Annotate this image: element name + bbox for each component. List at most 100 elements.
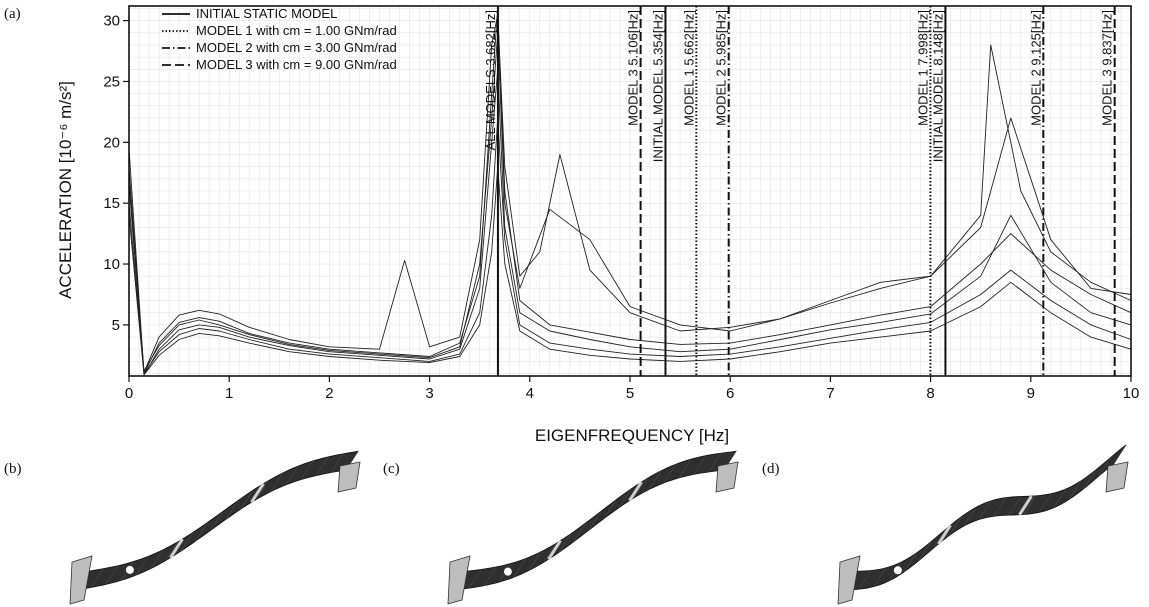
deck-mesh-line [270,472,284,492]
deck-mesh-line [663,464,677,484]
x-tick-label: 3 [425,385,433,402]
deck-abutment-right-b [337,461,361,493]
frequency-marker-label: MODEL 1 5.662[Hz] [681,10,696,126]
panel-label-b: (b) [4,461,22,477]
deck-mesh-line [1083,469,1097,489]
deck-mesh-line [195,521,209,541]
deck-pier-line [937,524,952,545]
frequency-marker-label: MODEL 2 5.985[Hz] [714,10,729,126]
x-tick-label: 0 [125,385,133,402]
sensor-marker-b [125,565,134,574]
deck-pier-line [547,539,562,561]
deck-surface-d [843,444,1127,591]
y-tick-label: 30 [103,13,120,30]
y-tick-label: 5 [112,317,120,334]
deck-mesh-line [558,533,572,553]
y-tick-label: 25 [103,73,120,90]
deck-mesh-line [483,566,497,586]
frequency-marker-label: ALL MODELS 3.682[Hz] [483,10,498,150]
series-line-6 [128,166,1132,376]
y-tick-label: 20 [103,134,120,151]
deck-abutment-left-b [69,555,93,605]
deck-abutment-right-c [715,461,739,493]
panel-label-a: (a) [4,6,21,22]
deck-mesh-line [603,499,617,519]
deck-mesh-line [285,466,299,485]
x-tick-label: 7 [826,385,834,402]
deck-pier-line [169,538,184,559]
x-tick-label: 1 [225,385,233,402]
deck-pier-line [628,481,643,502]
deck-mesh-line [903,553,917,573]
deck-mesh-line [918,541,932,561]
x-tick-label: 4 [526,385,534,402]
deck-abutment-left-d [837,555,861,605]
x-tick-label: 5 [626,385,634,402]
deck-mesh-line [165,541,179,561]
deck-mesh-line [858,570,872,590]
frequency-marker-label: MODEL 2 9.125[Hz] [1028,10,1043,126]
panel-label-c: (c) [383,461,400,477]
deck-mesh-line [180,532,194,552]
deck-mesh-line [573,522,587,542]
legend-entry: MODEL 3 with cm = 9.00 GNm/rad [196,57,397,72]
deck-mesh-line [135,556,149,576]
deck-mesh-line [588,511,602,531]
deck-mesh-line [948,516,962,536]
deck-mesh-line [963,507,977,527]
deck-mesh-line [1098,457,1112,477]
deck-mesh-line [468,569,482,589]
deck-abutment-right-d [1105,461,1129,493]
deck-mesh-line [1023,495,1037,515]
deck-mesh-line [978,500,992,520]
deck-mesh-line [225,500,239,520]
frequency-marker-label: MODEL 3 5.106[Hz] [626,10,641,126]
deck-mesh-line [933,528,947,548]
x-tick-label: 9 [1027,385,1035,402]
x-tick-label: 10 [1123,385,1140,402]
deck-mesh-line [255,480,269,500]
sensor-marker-c [503,567,512,576]
x-tick-label: 8 [926,385,934,402]
panel-label-d: (d) [762,461,780,477]
deck-mesh-line [1068,480,1082,500]
deformed-shapes: (b) (c) (d) [4,444,1129,605]
series-line-2 [128,68,1132,376]
deck-mesh-line [105,565,119,585]
deck-mesh-line [300,460,314,480]
deck-mesh-line [210,511,224,531]
deck-mesh-line [1113,444,1127,464]
deck-mesh-line [648,470,662,490]
chart-plot-area: ALL MODELS 3.682[Hz] MODEL 3 5.106[Hz] INI… [103,5,1140,402]
legend-entry: MODEL 2 with cm = 3.00 GNm/rad [196,40,397,55]
x-tick-label: 2 [325,385,333,402]
deck-mesh-line [513,558,527,578]
deck-mesh-line [543,543,557,563]
deck-mesh-line [90,568,104,588]
x-tick-label: 6 [726,385,734,402]
deck-mesh-line [240,490,254,510]
y-tick-label: 15 [103,195,120,212]
legend-entry: MODEL 1 with cm = 1.00 GNm/rad [196,23,397,38]
deck-mesh-line [150,549,164,569]
deck-mesh-line [528,551,542,571]
deck-mesh-line [633,479,647,499]
legend-entry: INITIAL STATIC MODEL [196,6,337,21]
deck-abutment-left-c [447,555,471,605]
frequency-marker-label: INITIAL MODEL 5.354[Hz] [650,10,665,162]
series-line-1 [128,7,1132,375]
frequency-marker-label: MODEL 1 7.998[Hz] [915,10,930,126]
deck-mesh-line [1008,496,1022,516]
frequency-marker-label: INITIAL MODEL 8.148[Hz] [930,10,945,162]
frequency-marker-label: MODEL 3 9.837[Hz] [1100,10,1115,126]
deck-mesh-line [993,497,1007,517]
deck-pier-line [1018,495,1033,516]
sensor-marker-d [893,566,902,575]
series-line-3 [128,14,1132,373]
deck-mesh-line [693,455,707,475]
deck-mesh-line [315,456,329,476]
deck-mesh-line [708,453,722,473]
deck-mesh-line [1038,493,1052,513]
deck-mesh-line [1053,488,1067,508]
